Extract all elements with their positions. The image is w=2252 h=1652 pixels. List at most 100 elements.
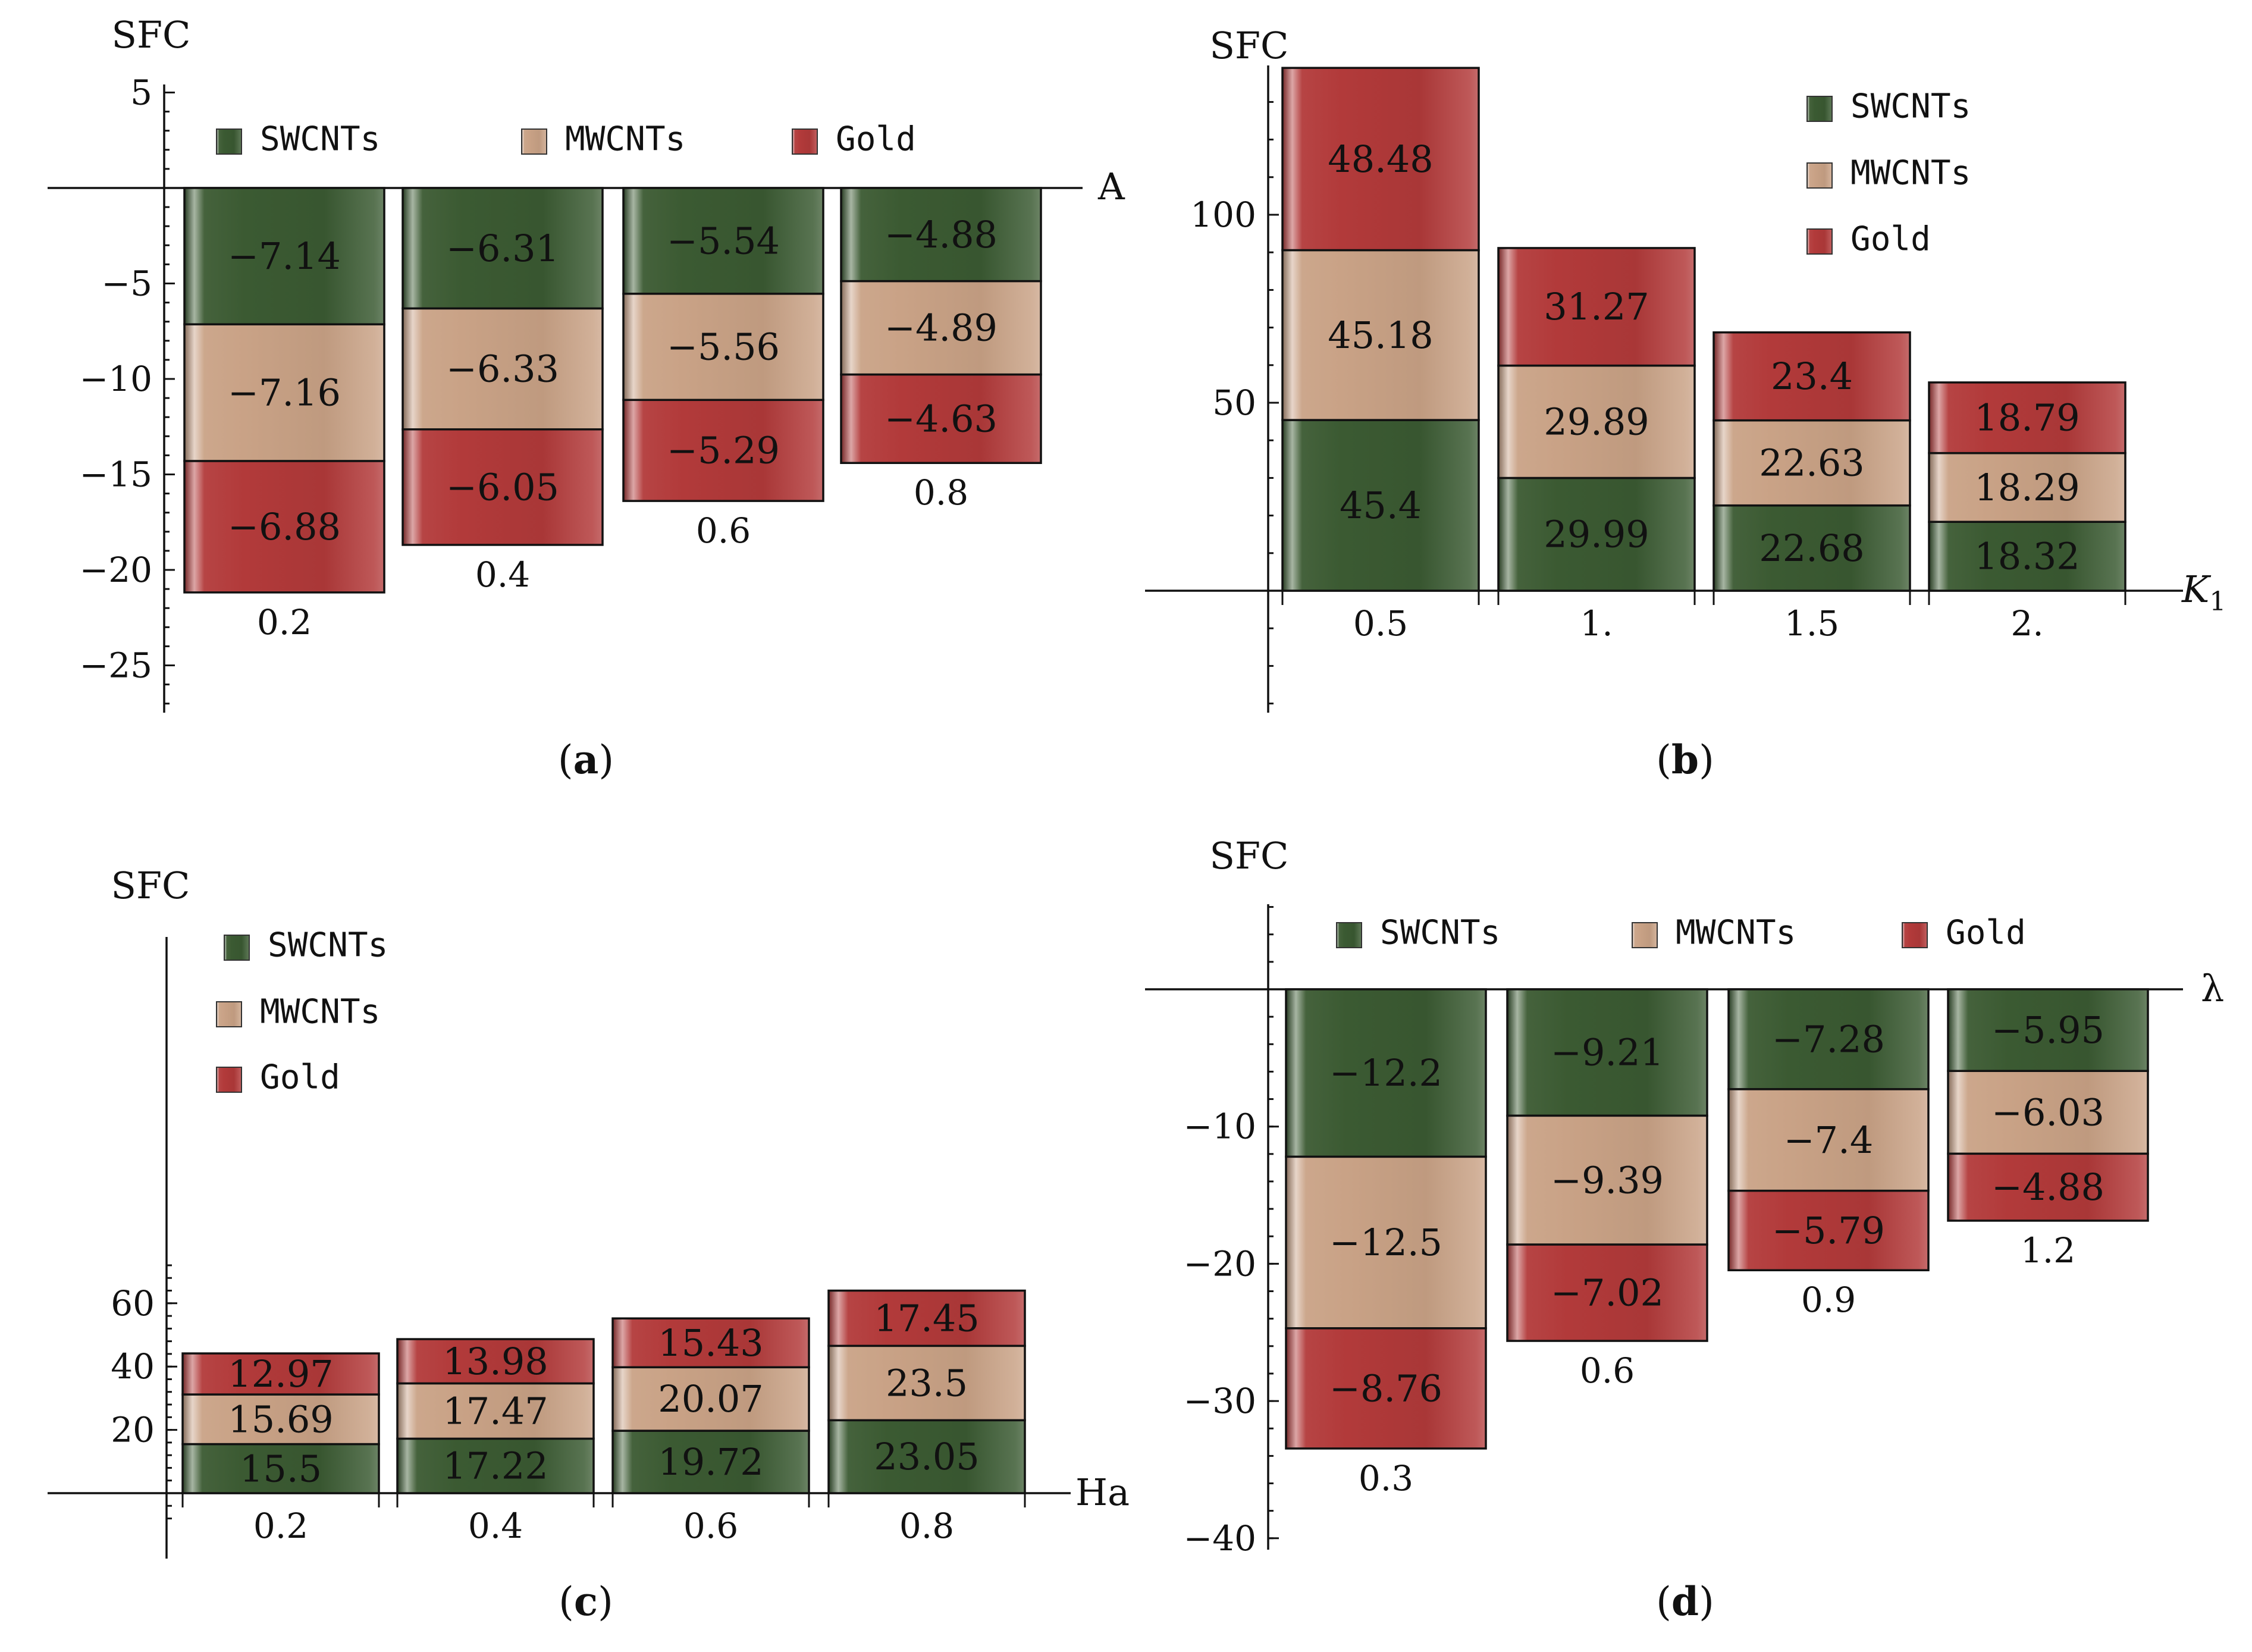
legend-label-swcnts: SWCNTs — [260, 120, 380, 159]
legend-label-gold: Gold — [836, 120, 916, 159]
bar-gold-0.4 — [396, 1338, 595, 1385]
y-tick-label: −10 — [80, 359, 152, 399]
y-axis-title: SFC — [112, 13, 191, 57]
data-label: 18.32 — [1974, 535, 2080, 578]
y-tick-label: −20 — [80, 550, 152, 590]
data-label: −7.14 — [228, 234, 341, 278]
legend-swatch-swcnts — [224, 935, 250, 961]
legend-label-swcnts: SWCNTs — [268, 926, 388, 965]
bar-mwcnts-0.6 — [622, 293, 824, 402]
bar-swcnts-0.6 — [1506, 988, 1708, 1117]
data-label: −6.03 — [1991, 1090, 2104, 1134]
y-axis-title: SFC — [1210, 24, 1289, 67]
bar-gold-1.2 — [1947, 1152, 2149, 1222]
bar-swcnts-0.5 — [1281, 419, 1480, 592]
bar-gold-0.5 — [1281, 67, 1480, 252]
bar-mwcnts-0.8 — [840, 280, 1042, 376]
x-tick-label: 0.3 — [1359, 1458, 1413, 1499]
legend-label-gold: Gold — [260, 1058, 340, 1097]
data-label: −6.33 — [446, 347, 559, 391]
data-label: −5.95 — [1991, 1008, 2104, 1052]
legend-swatch-swcnts — [1336, 922, 1362, 948]
x-axis-title: Ha — [1075, 1471, 1130, 1514]
bar-gold-0.6 — [622, 399, 824, 502]
caption-open: ( — [1656, 1579, 1671, 1625]
bar-mwcnts-0.5 — [1281, 249, 1480, 421]
y-tick-label: −10 — [1184, 1106, 1256, 1147]
y-tick-label: −15 — [80, 454, 152, 495]
bar-mwcnts-0.4 — [402, 307, 604, 431]
legend-swatch-swcnts — [1806, 96, 1833, 122]
caption-close: ) — [598, 1579, 613, 1625]
data-label: −7.4 — [1784, 1118, 1874, 1162]
bar-gold-0.6 — [611, 1317, 810, 1369]
x-tick-label: 0.4 — [475, 554, 530, 595]
caption-open: ( — [1656, 737, 1671, 783]
data-label: 15.43 — [658, 1321, 764, 1365]
data-label: 22.68 — [1759, 526, 1865, 570]
legend-swatch-mwcnts — [1806, 162, 1833, 189]
data-label: 22.63 — [1759, 441, 1865, 485]
legend-swatch-gold — [1806, 228, 1833, 255]
bar-swcnts-1. — [1497, 477, 1696, 592]
x-tick-label: 0.2 — [253, 1506, 308, 1546]
x-tick-label: 1.2 — [2021, 1230, 2075, 1271]
data-label: 18.29 — [1974, 466, 2080, 509]
bar-swcnts-0.2 — [181, 1443, 380, 1494]
data-label: −12.2 — [1329, 1051, 1442, 1095]
y-tick-label: 100 — [1190, 195, 1256, 235]
data-label: 12.97 — [228, 1352, 334, 1396]
data-label: −4.63 — [885, 397, 998, 440]
data-label: −5.56 — [667, 325, 780, 369]
x-axis-title-main: K — [2181, 568, 2212, 611]
data-label: −4.88 — [1991, 1165, 2104, 1209]
data-label: −6.88 — [228, 505, 341, 548]
bar-swcnts-0.2 — [183, 187, 385, 325]
bar-gold-0.4 — [402, 428, 604, 546]
y-axis-title: SFC — [111, 864, 190, 907]
caption-close: ) — [1699, 737, 1714, 783]
bar-gold-0.6 — [1506, 1243, 1708, 1342]
legend-swatch-gold — [792, 128, 818, 155]
chart-panel-b: 100 50 SFC K1 45.4 45.18 48.48 0.5 29.99 29.89 31.… — [1145, 24, 2226, 783]
y-tick-label: 20 — [111, 1410, 155, 1450]
bar-mwcnts-0.9 — [1727, 1088, 1930, 1192]
bar-gold-1. — [1497, 247, 1696, 367]
y-tick-label: 50 — [1212, 383, 1256, 423]
y-tick-label: 5 — [130, 73, 152, 113]
bar-gold-0.9 — [1727, 1189, 1930, 1271]
data-label: 20.07 — [658, 1377, 764, 1421]
x-tick-label: 0.9 — [1801, 1280, 1856, 1320]
bar-gold-0.8 — [827, 1289, 1026, 1347]
data-label: 17.45 — [874, 1296, 980, 1340]
bar-swcnts-0.6 — [611, 1430, 810, 1494]
panel-caption: (c) — [559, 1578, 613, 1625]
bar-swcnts-0.9 — [1727, 988, 1930, 1090]
chart-panel-d: −10 −20 −30 −40 SFC λ −12.2 −12.5 −8.76 0.3 −9.21 −… — [1145, 834, 2224, 1625]
x-tick-label: 0.6 — [1580, 1350, 1635, 1391]
legend-swatch-mwcnts — [216, 1001, 242, 1027]
bar-gold-1.5 — [1712, 331, 1911, 422]
data-label: −6.05 — [446, 465, 559, 509]
data-label: −5.29 — [667, 429, 780, 472]
data-label: 29.99 — [1544, 513, 1649, 556]
x-axis-title-subscript: 1 — [2209, 587, 2226, 617]
bar-mwcnts-1. — [1497, 364, 1696, 479]
x-tick-label: 1.5 — [1784, 603, 1839, 644]
y-tick-label: 40 — [111, 1346, 155, 1387]
legend-swatch-mwcnts — [521, 128, 547, 155]
bar-swcnts-0.3 — [1285, 988, 1487, 1158]
x-axis-title: λ — [2201, 967, 2224, 1010]
legend-swatch-gold — [216, 1067, 242, 1093]
y-tick-label: −5 — [102, 264, 153, 304]
caption-close: ) — [1699, 1579, 1714, 1625]
data-label: −4.88 — [885, 213, 998, 256]
data-label: 13.98 — [443, 1340, 548, 1383]
x-tick-label: 0.8 — [899, 1506, 954, 1546]
legend-swatch-swcnts — [216, 128, 242, 155]
data-label: 15.5 — [240, 1447, 322, 1490]
panel-caption: (b) — [1656, 736, 1714, 783]
data-label: 48.48 — [1328, 137, 1434, 181]
data-label: 29.89 — [1544, 400, 1649, 444]
